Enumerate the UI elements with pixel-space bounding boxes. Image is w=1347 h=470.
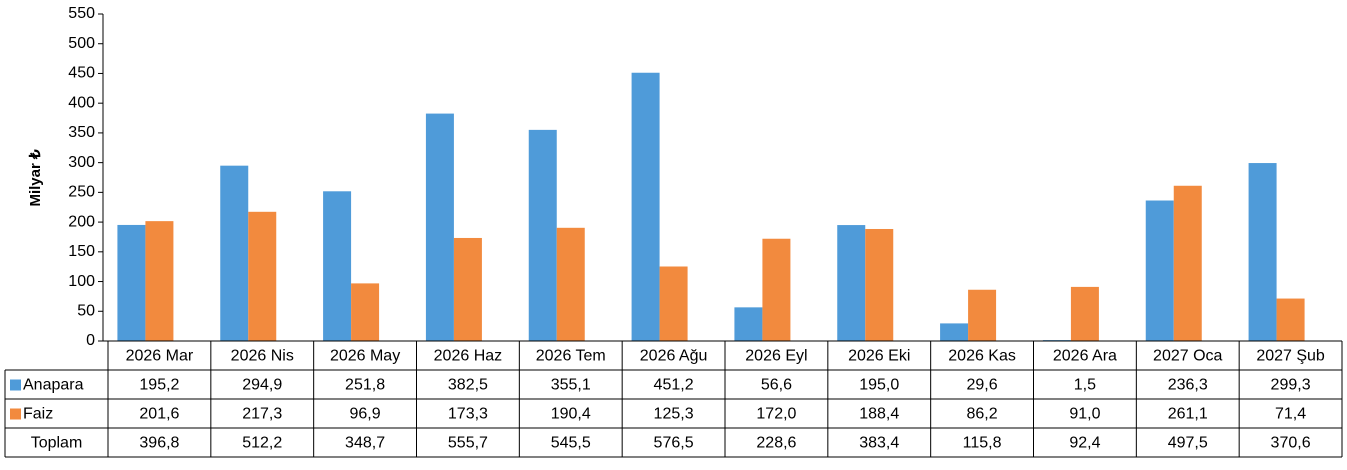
x-tick-label: 2026 Ağu: [640, 348, 708, 365]
data-label: 56,6: [761, 377, 792, 394]
legend-label: Toplam: [31, 435, 83, 452]
y-axis-label: Milyar ₺: [27, 149, 44, 207]
bar: [631, 72, 660, 341]
data-label: 451,2: [654, 377, 694, 394]
data-label: 555,7: [448, 435, 488, 452]
y-tick-label: 100: [68, 273, 95, 290]
data-label: 71,4: [1275, 406, 1306, 423]
bar: [556, 227, 585, 341]
bar: [248, 211, 277, 341]
x-tick-label: 2026 Eyl: [745, 348, 807, 365]
x-tick-label: 2026 Eki: [848, 348, 910, 365]
y-tick-label: 50: [77, 302, 95, 319]
x-tick-label: 2027 Oca: [1153, 348, 1222, 365]
bar: [1173, 185, 1202, 341]
bar: [968, 289, 997, 341]
bar: [837, 225, 866, 341]
bar: [1276, 298, 1305, 341]
data-label: 299,3: [1271, 377, 1311, 394]
y-tick-label: 350: [68, 124, 95, 141]
bar: [762, 238, 791, 341]
bar: [117, 224, 146, 341]
data-label: 190,4: [551, 406, 591, 423]
x-tick-label: 2026 Nis: [231, 348, 294, 365]
bar: [425, 113, 454, 341]
bar: [528, 129, 557, 341]
data-label: 382,5: [448, 377, 488, 394]
data-label: 86,2: [967, 406, 998, 423]
data-label: 29,6: [967, 377, 998, 394]
data-label: 370,6: [1271, 435, 1311, 452]
y-tick-label: 200: [68, 213, 95, 230]
data-label: 172,0: [756, 406, 796, 423]
bar: [1248, 163, 1277, 341]
x-tick-label: 2027 Şub: [1256, 348, 1325, 365]
data-label: 217,3: [242, 406, 282, 423]
data-label: 188,4: [859, 406, 899, 423]
data-label: 396,8: [139, 435, 179, 452]
data-label: 236,3: [1168, 377, 1208, 394]
bar: [734, 307, 763, 341]
y-tick-label: 0: [86, 332, 95, 349]
bar: [453, 237, 482, 341]
data-label: 576,5: [654, 435, 694, 452]
data-label: 512,2: [242, 435, 282, 452]
x-tick-label: 2026 Mar: [126, 348, 194, 365]
data-label: 125,3: [654, 406, 694, 423]
data-label: 115,8: [963, 435, 1002, 452]
y-tick-label: 250: [68, 184, 95, 201]
y-tick-label: 500: [68, 35, 95, 52]
bar: [1145, 200, 1174, 341]
bar: [865, 228, 894, 341]
y-tick-label: 300: [68, 154, 95, 171]
y-tick-label: 150: [68, 243, 95, 260]
legend-key: [10, 408, 21, 420]
y-tick-label: 450: [68, 65, 95, 82]
bar: [323, 191, 352, 341]
data-label: 251,8: [345, 377, 385, 394]
bar: [220, 165, 249, 341]
data-label: 294,9: [242, 377, 282, 394]
data-label: 261,1: [1168, 406, 1208, 423]
x-tick-label: 2026 Ara: [1053, 348, 1117, 365]
data-label: 383,4: [859, 435, 899, 452]
bar: [659, 266, 688, 341]
y-tick-label: 400: [68, 94, 95, 111]
data-label: 355,1: [551, 377, 591, 394]
data-label: 195,2: [139, 377, 179, 394]
data-label: 497,5: [1168, 435, 1208, 452]
data-label: 348,7: [345, 435, 385, 452]
bar: [351, 283, 380, 341]
legend-label: Faiz: [23, 406, 53, 423]
x-tick-label: 2026 Tem: [536, 348, 606, 365]
x-tick-label: 2026 Kas: [948, 348, 1016, 365]
legend-label: Anapara: [23, 377, 84, 394]
data-label: 195,0: [859, 377, 899, 394]
x-tick-label: 2026 May: [330, 348, 400, 365]
bar: [1070, 286, 1099, 341]
bar: [145, 221, 174, 341]
data-label: 91,0: [1069, 406, 1100, 423]
data-label: 173,3: [448, 406, 488, 423]
bar: [940, 323, 969, 341]
x-tick-label: 2026 Haz: [434, 348, 503, 365]
data-label: 545,5: [551, 435, 591, 452]
data-label: 228,6: [756, 435, 796, 452]
data-label: 201,6: [139, 406, 179, 423]
data-label: 92,4: [1069, 435, 1100, 452]
data-label: 96,9: [350, 406, 381, 423]
data-label: 1,5: [1074, 377, 1096, 394]
y-tick-label: 550: [68, 5, 95, 22]
legend-key: [10, 379, 21, 391]
